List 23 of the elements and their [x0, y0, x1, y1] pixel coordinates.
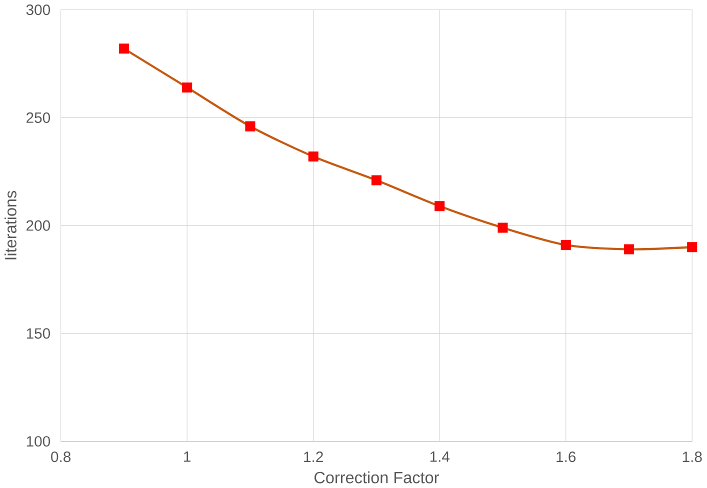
point	[498, 222, 508, 233]
y-tick-label: 300	[26, 4, 50, 16]
point	[687, 242, 698, 252]
y-tick-label: 200	[26, 220, 50, 231]
x-tick-label: 1.2	[304, 452, 323, 462]
point	[182, 82, 192, 93]
point	[118, 44, 129, 54]
x-tick-label: 0.8	[51, 452, 71, 462]
x-axis-title: Correction Factor	[314, 471, 439, 484]
y-tick-label: 250	[26, 112, 50, 124]
point	[371, 175, 382, 186]
point	[308, 152, 318, 162]
x-tick-label: 1.8	[682, 452, 702, 462]
x-tick-label: 1.4	[430, 452, 450, 462]
y-tick-label: 100	[26, 436, 50, 447]
y-tick-label: 150	[26, 328, 50, 339]
x-tick-label: 1	[184, 452, 191, 462]
x-tick-label: 1.6	[556, 452, 576, 462]
point	[434, 201, 445, 212]
point	[245, 121, 256, 132]
point	[560, 240, 571, 250]
y-axis-title: Iiterations	[4, 190, 16, 260]
point	[624, 244, 634, 254]
